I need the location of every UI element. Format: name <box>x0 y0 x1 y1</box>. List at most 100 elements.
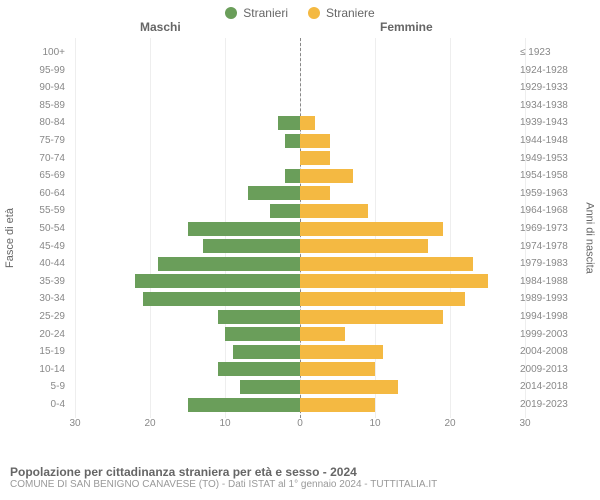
birth-year-label: 1944-1948 <box>520 135 575 146</box>
birth-year-label: 2004-2008 <box>520 346 575 357</box>
chart-title: Popolazione per cittadinanza straniera p… <box>10 465 590 479</box>
birth-year-label: 1969-1973 <box>520 223 575 234</box>
age-label: 85-89 <box>25 100 65 111</box>
age-row: 50-54 1969-1973 <box>0 220 600 237</box>
age-row: 65-69 1954-1958 <box>0 167 600 184</box>
age-label: 35-39 <box>25 276 65 287</box>
age-label: 95-99 <box>25 65 65 76</box>
age-row: 35-39 1984-1988 <box>0 273 600 290</box>
age-label: 15-19 <box>25 346 65 357</box>
age-label: 100+ <box>25 47 65 58</box>
legend-swatch-male <box>225 7 237 19</box>
birth-year-label: 1949-1953 <box>520 153 575 164</box>
age-row: 55-591964-1968 <box>0 202 600 219</box>
header-female: Femmine <box>380 20 433 34</box>
age-label: 50-54 <box>25 223 65 234</box>
bar-male <box>248 186 301 200</box>
footer: Popolazione per cittadinanza straniera p… <box>10 465 590 490</box>
x-tick-label: 20 <box>444 418 455 429</box>
birth-year-label: 2019-2023 <box>520 399 575 410</box>
x-tick-label: 0 <box>297 418 303 429</box>
age-label: 45-49 <box>25 241 65 252</box>
bar-male <box>285 169 300 183</box>
birth-year-label: 1989-1993 <box>520 293 575 304</box>
legend-item-female: Straniere <box>308 6 375 20</box>
birth-year-label: 1939-1943 <box>520 117 575 128</box>
age-row: 60-641959-1963 <box>0 185 600 202</box>
age-row: 40-44 1979-1983 <box>0 255 600 272</box>
x-axis: 3020100102030 <box>0 418 600 438</box>
bar-female <box>300 116 315 130</box>
age-label: 70-74 <box>25 153 65 164</box>
bar-male <box>225 327 300 341</box>
birth-year-label: 1984-1988 <box>520 276 575 287</box>
age-label: 20-24 <box>25 329 65 340</box>
x-tick-label: 10 <box>219 418 230 429</box>
bar-female <box>300 362 375 376</box>
bar-male <box>218 310 301 324</box>
bar-female <box>300 292 465 306</box>
x-tick-label: 20 <box>144 418 155 429</box>
age-row: 75-79 1944-1948 <box>0 132 600 149</box>
birth-year-label: 2014-2018 <box>520 381 575 392</box>
birth-year-label: 1924-1928 <box>520 65 575 76</box>
bar-male <box>158 257 301 271</box>
legend-swatch-female <box>308 7 320 19</box>
bar-female <box>300 222 443 236</box>
x-tick-label: 10 <box>369 418 380 429</box>
age-label: 10-14 <box>25 364 65 375</box>
bar-female <box>300 327 345 341</box>
header-male: Maschi <box>140 20 181 34</box>
birth-year-label: 1999-2003 <box>520 329 575 340</box>
legend-label-male: Stranieri <box>243 6 288 20</box>
chart-subtitle: COMUNE DI SAN BENIGNO CANAVESE (TO) - Da… <box>10 479 590 490</box>
legend: Stranieri Straniere <box>0 0 600 20</box>
age-row: 0-42019-2023 <box>0 396 600 413</box>
bar-male <box>278 116 301 130</box>
age-row: 90-94 1929-1933 <box>0 79 600 96</box>
legend-item-male: Stranieri <box>225 6 288 20</box>
age-label: 5-9 <box>25 381 65 392</box>
bar-male <box>218 362 301 376</box>
age-row: 10-14 2009-2013 <box>0 361 600 378</box>
bar-female <box>300 380 398 394</box>
bar-female <box>300 398 375 412</box>
age-row: 15-19 2004-2008 <box>0 343 600 360</box>
bar-male <box>203 239 301 253</box>
bar-male <box>135 274 300 288</box>
age-label: 75-79 <box>25 135 65 146</box>
age-label: 90-94 <box>25 82 65 93</box>
bar-female <box>300 345 383 359</box>
plot-area: Fasce di età Anni di nascita 30201001020… <box>0 38 600 438</box>
bar-male <box>233 345 301 359</box>
age-row: 95-99 1924-1928 <box>0 62 600 79</box>
age-row: 25-291994-1998 <box>0 308 600 325</box>
bar-male <box>143 292 301 306</box>
birth-year-label: 1964-1968 <box>520 205 575 216</box>
birth-year-label: 1979-1983 <box>520 258 575 269</box>
birth-year-label: 1954-1958 <box>520 170 575 181</box>
bar-female <box>300 257 473 271</box>
age-label: 30-34 <box>25 293 65 304</box>
age-label: 65-69 <box>25 170 65 181</box>
age-row: 30-34 1989-1993 <box>0 290 600 307</box>
bar-male <box>270 204 300 218</box>
birth-year-label: 2009-2013 <box>520 364 575 375</box>
bar-female <box>300 151 330 165</box>
birth-year-label: 1994-1998 <box>520 311 575 322</box>
birth-year-label: 1934-1938 <box>520 100 575 111</box>
age-row: 70-74 1949-1953 <box>0 150 600 167</box>
age-label: 40-44 <box>25 258 65 269</box>
age-label: 80-84 <box>25 117 65 128</box>
column-headers: Maschi Femmine <box>0 20 600 38</box>
bar-male <box>188 398 301 412</box>
bar-female <box>300 239 428 253</box>
chart-container: Stranieri Straniere Maschi Femmine Fasce… <box>0 0 600 500</box>
birth-year-label: 1959-1963 <box>520 188 575 199</box>
age-row: 5-9 2014-2018 <box>0 378 600 395</box>
birth-year-label: ≤ 1923 <box>520 47 575 58</box>
bar-male <box>188 222 301 236</box>
birth-year-label: 1974-1978 <box>520 241 575 252</box>
birth-year-label: 1929-1933 <box>520 82 575 93</box>
age-row: 45-49 1974-1978 <box>0 238 600 255</box>
